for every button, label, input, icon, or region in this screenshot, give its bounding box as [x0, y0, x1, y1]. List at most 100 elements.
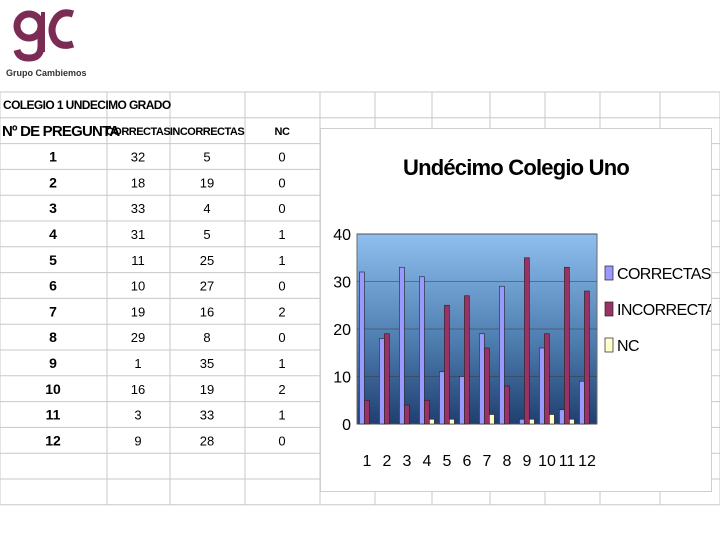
bar-incorrectas — [544, 333, 550, 425]
bar-correctas — [579, 380, 585, 425]
x-tick-label: 3 — [403, 453, 412, 470]
table-cell: 10 — [131, 279, 145, 294]
bar-nc — [529, 418, 535, 425]
table-cell: 0 — [278, 150, 285, 165]
table-cell: 3 — [134, 408, 141, 423]
bar-incorrectas — [464, 295, 470, 425]
chart: Undécimo Colegio Uno 0 10 20 30 40 1 2 3 4 5 6 7 8 9 10… — [320, 128, 712, 492]
x-tick-label: 5 — [443, 453, 452, 470]
x-tick-label: 2 — [383, 453, 392, 470]
table-cell: 19 — [200, 382, 214, 397]
x-tick-label: 12 — [578, 453, 596, 470]
bar-correctas — [539, 347, 545, 425]
legend-label: CORRECTAS — [617, 266, 711, 283]
bar-incorrectas — [424, 399, 430, 425]
bar-correctas — [359, 271, 365, 425]
logo: Grupo Cambiemos — [3, 2, 89, 78]
table-cell: 5 — [203, 150, 210, 165]
table-cell: 33 — [131, 201, 145, 216]
legend-swatch — [604, 265, 614, 281]
table-cell: 8 — [203, 330, 210, 345]
table-cell: 28 — [200, 433, 214, 448]
bar-incorrectas — [384, 333, 390, 425]
table-cell: 4 — [203, 201, 210, 216]
table-cell: 29 — [131, 330, 145, 345]
question-number: 12 — [45, 432, 61, 448]
table-cell: 18 — [131, 175, 145, 190]
question-number: 2 — [49, 174, 57, 190]
question-number: 7 — [49, 303, 57, 319]
table-cell: 1 — [278, 253, 285, 268]
table-cell: 35 — [200, 356, 214, 371]
bar-incorrectas — [524, 257, 530, 425]
bar-incorrectas — [444, 304, 450, 425]
table-cell: 31 — [131, 227, 145, 242]
x-tick-label: 11 — [559, 453, 576, 470]
table-cell: 0 — [278, 330, 285, 345]
table-title: COLEGIO 1 UNDECIMO GRADO — [3, 98, 171, 112]
table-cell: 1 — [278, 408, 285, 423]
y-tick-label: 10 — [333, 370, 351, 387]
table-cell: 27 — [200, 279, 214, 294]
table-cell: 0 — [278, 175, 285, 190]
question-number: 5 — [49, 252, 57, 268]
table-header: INCORRECTAS — [170, 126, 245, 138]
question-number: 11 — [46, 407, 61, 423]
question-number: 3 — [49, 200, 57, 216]
question-number: 4 — [49, 226, 57, 242]
chart-title: Undécimo Colegio Uno — [403, 155, 629, 180]
bar-correctas — [479, 333, 485, 425]
table-cell: 19 — [131, 304, 145, 319]
x-tick-label: 10 — [538, 453, 556, 470]
table-cell: 0 — [278, 433, 285, 448]
x-tick-label: 7 — [483, 453, 492, 470]
x-tick-label: 6 — [463, 453, 472, 470]
table-cell: 33 — [200, 408, 214, 423]
question-number: 9 — [49, 355, 57, 371]
bar-incorrectas — [564, 266, 570, 425]
legend-swatch — [604, 337, 614, 353]
bar-correctas — [419, 276, 425, 425]
x-tick-label: 4 — [423, 453, 432, 470]
bar-nc — [429, 418, 435, 425]
bar-nc — [489, 414, 495, 425]
bar-correctas — [559, 409, 565, 425]
table-cell: 1 — [134, 356, 141, 371]
question-number: 10 — [45, 381, 61, 397]
bar-incorrectas — [364, 399, 370, 425]
bar-incorrectas — [584, 290, 590, 425]
table-cell: 19 — [200, 175, 214, 190]
y-tick-label: 0 — [342, 417, 351, 434]
bar-incorrectas — [404, 404, 410, 425]
table-cell: 9 — [134, 433, 141, 448]
bar-correctas — [399, 266, 405, 425]
bar-nc — [549, 414, 555, 425]
gc-monogram-icon — [3, 2, 89, 66]
table-cell: 2 — [278, 382, 285, 397]
y-tick-label: 20 — [333, 322, 351, 339]
y-tick-label: 30 — [333, 275, 351, 292]
table-header: Nº DE PREGUNTA — [2, 123, 120, 140]
table-header: NC — [275, 126, 290, 138]
table-cell: 32 — [131, 150, 145, 165]
table-header: CORRECTAS — [106, 126, 171, 138]
x-tick-label: 1 — [363, 453, 372, 470]
logo-caption: Grupo Cambiemos — [6, 68, 87, 78]
bar-correctas — [499, 285, 505, 425]
table-cell: 0 — [278, 201, 285, 216]
legend-label: NC — [617, 338, 639, 355]
bar-incorrectas — [504, 385, 510, 425]
table-cell: 1 — [278, 227, 285, 242]
table-cell: 1 — [278, 356, 285, 371]
bar-correctas — [459, 376, 465, 425]
legend-label: INCORRECTAS — [617, 302, 711, 319]
x-tick-label: 8 — [503, 453, 512, 470]
y-tick-label: 40 — [333, 227, 351, 244]
x-tick-label: 9 — [523, 453, 532, 470]
table-cell: 0 — [278, 279, 285, 294]
table-cell: 11 — [131, 253, 145, 268]
bar-correctas — [379, 338, 385, 425]
table-cell: 16 — [131, 382, 145, 397]
question-number: 1 — [49, 149, 57, 165]
